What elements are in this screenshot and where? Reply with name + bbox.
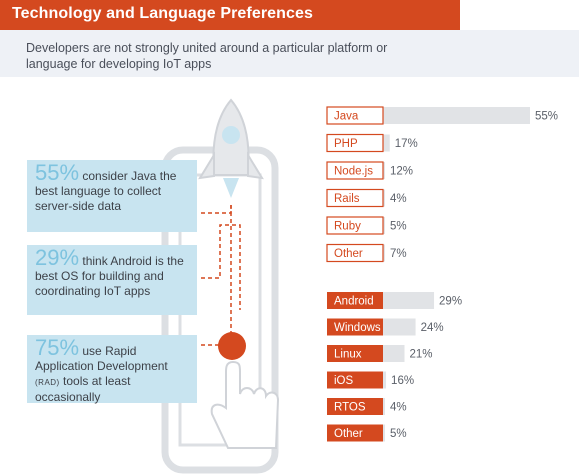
header-banner: Technology and Language Preferences: [0, 0, 460, 30]
bar-category-0-php: PHP: [334, 138, 358, 150]
bar-category-1-other: Other: [334, 428, 363, 440]
bar-category-1-android: Android: [334, 296, 374, 308]
bar-label-box-0-java: [326, 106, 384, 125]
bar-label-box-1-rtos: [327, 398, 383, 415]
bar-label-box-0-rails: [326, 188, 384, 208]
bar-label-box-1-other: [327, 424, 383, 442]
bar-category-0-other: Other: [334, 248, 363, 260]
bar-value-0-rails: 4%: [390, 193, 407, 205]
stat-java-text: consider Java the best language to colle…: [35, 169, 177, 213]
connector-lines: [201, 205, 241, 346]
tap-button-icon: [218, 332, 246, 360]
stat-android-percent: 29%: [35, 245, 80, 270]
bar-label-box-0-node-js: [326, 161, 384, 180]
rocket-icon: [198, 98, 264, 198]
bar-label-box-1-windows: [327, 318, 383, 336]
bar-label-box-0-ruby: [326, 216, 384, 235]
bar-value-1-rtos: 4%: [390, 402, 407, 414]
bar-category-0-ruby: Ruby: [334, 221, 361, 233]
page-subtitle: Developers are not strongly united aroun…: [26, 41, 388, 71]
stat-rad-text-after: tools at least occasionally: [35, 374, 131, 404]
bar-label-box-1-android: [327, 292, 383, 309]
bar-value-1-windows: 24%: [421, 322, 444, 334]
bar-label-box-0-php: [326, 133, 384, 153]
bar-value-1-ios: 16%: [391, 375, 414, 387]
stat-java-percent: 55%: [35, 160, 80, 185]
page-title: Technology and Language Preferences: [12, 5, 314, 22]
stat-rad-acronym: (RAD): [35, 378, 60, 387]
stat-rad-text-before: use Rapid Application Development: [35, 344, 168, 373]
bar-value-1-linux: 21%: [410, 349, 433, 361]
bar-category-0-node-js: Node.js: [334, 166, 373, 178]
bar-value-0-java: 55%: [535, 111, 558, 123]
bar-category-1-windows: Windows: [334, 322, 381, 334]
bar-value-0-php: 17%: [395, 138, 418, 150]
bar-value-1-other: 5%: [390, 428, 407, 440]
hand-icon: [210, 360, 280, 449]
bar-value-0-other: 7%: [390, 248, 407, 260]
subtitle-band: [0, 30, 579, 77]
bar-category-0-rails: Rails: [334, 193, 360, 205]
stat-android-text: think Android is the best OS for buildin…: [35, 254, 184, 298]
bar-value-1-android: 29%: [439, 296, 462, 308]
bar-label-box-0-other: [326, 243, 384, 263]
stat-box-android: 29% think Android is the best OS for bui…: [27, 245, 197, 315]
bar-label-box-1-linux: [327, 345, 383, 362]
bar-category-1-ios: iOS: [334, 375, 354, 387]
bar-value-0-ruby: 5%: [390, 221, 407, 233]
bar-value-0-node-js: 12%: [390, 166, 413, 178]
stat-box-rad: 75% use Rapid Application Development (R…: [27, 335, 197, 404]
stat-rad-percent: 75%: [35, 335, 80, 360]
bar-category-1-linux: Linux: [334, 349, 362, 361]
bar-label-box-1-ios: [327, 371, 383, 389]
stat-box-java: 55% consider Java the best language to c…: [27, 160, 197, 232]
bar-category-0-java: Java: [334, 111, 359, 123]
bar-category-1-rtos: RTOS: [334, 402, 366, 414]
